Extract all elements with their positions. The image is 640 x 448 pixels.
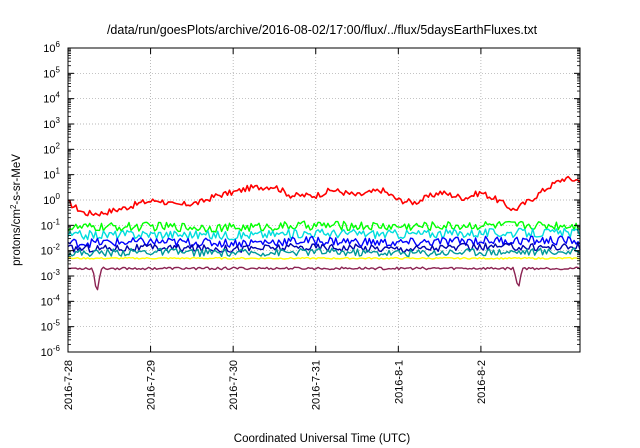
y-tick-label-exp: -4 <box>53 293 61 302</box>
y-tick-label-exp: 1 <box>56 167 61 176</box>
y-tick-label-base: 10 <box>41 322 53 334</box>
y-tick-label-exp: -5 <box>53 319 61 328</box>
series-line <box>68 266 581 291</box>
y-tick-label: 100 <box>43 192 60 207</box>
y-tick-label-exp: 3 <box>56 116 61 125</box>
x-tick-label: 2016-7-31 <box>311 360 323 410</box>
y-tick-label-base: 10 <box>43 144 55 156</box>
series-line <box>67 256 581 260</box>
y-tick-label: 103 <box>43 116 60 131</box>
y-tick-label-base: 10 <box>41 271 53 283</box>
y-tick-label-base: 10 <box>43 43 55 55</box>
y-tick-label-exp: 6 <box>56 40 61 49</box>
y-tick-label: 104 <box>43 91 60 106</box>
series-line <box>67 227 581 241</box>
y-tick-label: 10-3 <box>41 268 61 283</box>
y-axis-label-rest: -s-sr-MeV <box>11 154 23 205</box>
y-tick-label-base: 10 <box>41 347 53 359</box>
y-axis-label-sup: 2 <box>9 204 18 209</box>
series-lines <box>67 175 581 291</box>
y-tick-label: 102 <box>43 141 60 156</box>
y-tick-label-exp: -6 <box>53 344 61 353</box>
chart-title: /data/run/goesPlots/archive/2016-08-02/1… <box>107 23 538 37</box>
x-axis-label: Coordinated Universal Time (UTC) <box>234 433 411 445</box>
series-line <box>67 220 581 233</box>
y-tick-label: 106 <box>43 40 60 55</box>
y-tick-label-base: 10 <box>43 94 55 106</box>
y-tick-label-exp: -1 <box>53 217 61 226</box>
series-line <box>67 247 581 258</box>
y-tick-label-exp: 0 <box>56 192 61 201</box>
y-axis-label: protons/cm2-s-sr-MeV <box>9 154 23 266</box>
series-line <box>67 175 581 217</box>
y-tick-label: 10-2 <box>41 243 61 258</box>
y-tick-label-exp: 4 <box>56 91 61 100</box>
y-tick-label-base: 10 <box>43 195 55 207</box>
x-axis: 2016-7-28 2016-7-29 2016-7-30 2016-7-31 2016… <box>63 48 488 410</box>
y-tick-label-base: 10 <box>41 220 53 232</box>
x-tick-label: 2016-8-2 <box>476 360 488 404</box>
x-tick-label: 2016-8-1 <box>393 360 405 404</box>
y-tick-label: 101 <box>43 167 60 182</box>
y-axis: 10610510410310210110010-110-210-310-410-… <box>41 40 580 359</box>
y-tick-label-base: 10 <box>43 170 55 182</box>
y-tick-label-exp: 5 <box>56 65 61 74</box>
y-tick-label: 105 <box>43 65 60 80</box>
y-tick-label-exp: -2 <box>53 243 61 252</box>
y-tick-label: 10-4 <box>41 293 61 308</box>
y-tick-label: 10-6 <box>41 344 61 359</box>
series-line <box>67 242 581 253</box>
y-axis-label-base: protons/cm <box>11 209 23 266</box>
y-tick-label-base: 10 <box>43 68 55 80</box>
y-tick-label-exp: -3 <box>53 268 61 277</box>
x-tick-label: 2016-7-30 <box>228 360 240 410</box>
y-tick-label: 10-1 <box>41 217 61 232</box>
y-tick-label-base: 10 <box>41 296 53 308</box>
x-tick-label: 2016-7-29 <box>146 360 158 410</box>
y-tick-label-base: 10 <box>41 246 53 258</box>
y-tick-label-base: 10 <box>43 119 55 131</box>
y-tick-label: 10-5 <box>41 319 61 334</box>
x-tick-label: 2016-7-28 <box>63 360 75 410</box>
y-tick-label-exp: 2 <box>56 141 61 150</box>
